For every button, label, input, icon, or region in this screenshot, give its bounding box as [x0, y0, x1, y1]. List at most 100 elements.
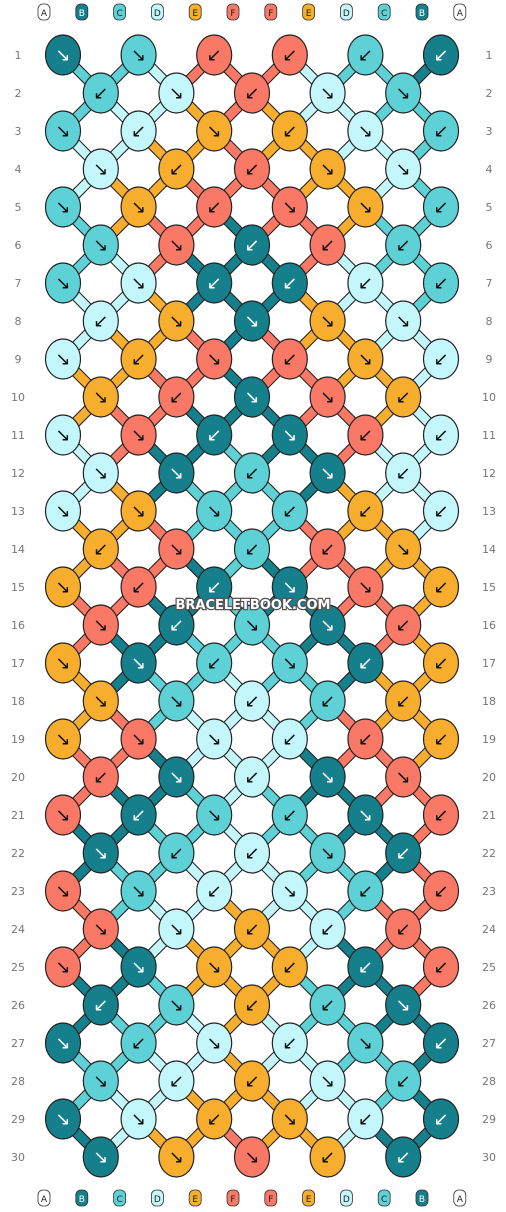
knot-shape	[385, 984, 422, 1026]
knot: ↙	[158, 376, 195, 418]
knot-arrow-icon: ↘	[55, 1033, 70, 1054]
knot-arrow-icon: ↙	[244, 159, 259, 180]
row-number-left: 13	[11, 505, 25, 518]
knot-arrow-icon: ↘	[396, 159, 411, 180]
knot: ↙	[233, 148, 271, 190]
knot-arrow-icon: ↙	[433, 501, 448, 522]
knot-shape	[120, 110, 157, 152]
knot: ↙	[309, 680, 346, 722]
knot-arrow-icon: ↙	[433, 805, 448, 826]
string-label: F	[230, 1195, 235, 1205]
knot-arrow-icon: ↙	[282, 729, 297, 750]
knot-arrow-icon: ↘	[396, 767, 411, 788]
knot: ↙	[309, 1136, 346, 1178]
knot-arrow-icon: ↙	[169, 159, 184, 180]
knot: ↙	[422, 946, 460, 988]
knot-shape	[82, 832, 119, 874]
knot-shape	[196, 794, 233, 836]
row-number-right: 29	[482, 1113, 496, 1126]
knot-shape	[309, 832, 346, 874]
string-label: B	[419, 9, 425, 19]
string-label-tag	[453, 1189, 467, 1207]
knot: ↘	[44, 34, 82, 76]
knot-arrow-icon: ↙	[131, 805, 146, 826]
knot-shape	[196, 186, 233, 228]
row-number-right: 23	[482, 885, 496, 898]
knot-arrow-icon: ↙	[282, 273, 297, 294]
row-number-left: 2	[15, 87, 22, 100]
knot: ↘	[120, 186, 157, 228]
knot: ↘	[309, 72, 346, 114]
row-number-right: 16	[482, 619, 496, 632]
string-label: F	[268, 9, 273, 19]
knot: ↘	[44, 490, 82, 532]
row-number-right: 24	[482, 923, 496, 936]
knot-arrow-icon: ↙	[433, 45, 448, 66]
row-number-left: 29	[11, 1113, 25, 1126]
knot: ↘	[120, 718, 157, 760]
knot: ↙	[422, 110, 460, 152]
knot-shape	[158, 1060, 195, 1102]
knot-shape	[120, 870, 157, 912]
knot-shape	[158, 832, 195, 874]
knot-arrow-icon: ↙	[244, 83, 259, 104]
knot-arrow-icon: ↘	[358, 349, 373, 370]
knot-arrow-icon: ↙	[358, 425, 373, 446]
knot: ↙	[422, 794, 460, 836]
knot-shape	[233, 300, 271, 342]
knot-shape	[233, 72, 271, 114]
knot-shape	[233, 452, 271, 494]
knot-arrow-icon: ↙	[207, 1109, 222, 1130]
knot: ↙	[271, 34, 308, 76]
knot-shape	[82, 604, 119, 646]
knot-shape	[233, 604, 271, 646]
row-number-right: 10	[482, 391, 496, 404]
knot-arrow-icon: ↙	[358, 501, 373, 522]
knot-shape	[422, 566, 460, 608]
knot-shape	[385, 72, 422, 114]
knot-arrow-icon: ↙	[169, 387, 184, 408]
knot-arrow-icon: ↘	[169, 691, 184, 712]
knot-shape	[347, 946, 384, 988]
knot-arrow-icon: ↙	[320, 1147, 335, 1168]
string-label: C	[116, 9, 122, 19]
knot-arrow-icon: ↙	[131, 121, 146, 142]
knot: ↙	[196, 414, 233, 456]
knot-shape	[422, 34, 460, 76]
knot-arrow-icon: ↙	[93, 995, 108, 1016]
knot-shape	[44, 566, 82, 608]
knot-shape	[196, 1022, 233, 1064]
knot-shape	[120, 262, 157, 304]
knot-arrow-icon: ↘	[396, 83, 411, 104]
row-number-left: 16	[11, 619, 25, 632]
knot-arrow-icon: ↙	[433, 957, 448, 978]
knot-shape	[347, 414, 384, 456]
knot-arrow-icon: ↘	[55, 45, 70, 66]
knot-shape	[271, 566, 308, 608]
knot-shape	[233, 528, 271, 570]
knot: ↙	[347, 34, 384, 76]
row-number-left: 17	[11, 657, 25, 670]
knot-arrow-icon: ↘	[207, 729, 222, 750]
knot: ↙	[233, 984, 271, 1026]
knot-shape	[271, 1022, 308, 1064]
knot-shape	[82, 1136, 119, 1178]
knot-arrow-icon: ↘	[55, 577, 70, 598]
row-number-right: 8	[486, 315, 493, 328]
knot-shape	[120, 34, 157, 76]
knot-shape	[422, 338, 460, 380]
knot: ↙	[120, 338, 157, 380]
knot: ↘	[347, 566, 384, 608]
knot-shape	[271, 490, 308, 532]
knot-shape	[120, 186, 157, 228]
row-number-right: 26	[482, 999, 496, 1012]
knot-arrow-icon: ↙	[358, 273, 373, 294]
knot-arrow-icon: ↘	[169, 463, 184, 484]
knot: ↘	[120, 414, 157, 456]
knot-arrow-icon: ↘	[244, 1147, 259, 1168]
knot-arrow-icon: ↙	[433, 1109, 448, 1130]
knot-arrow-icon: ↘	[358, 805, 373, 826]
knot-arrow-icon: ↙	[93, 83, 108, 104]
knot-arrow-icon: ↘	[55, 957, 70, 978]
knot: ↙	[422, 718, 460, 760]
